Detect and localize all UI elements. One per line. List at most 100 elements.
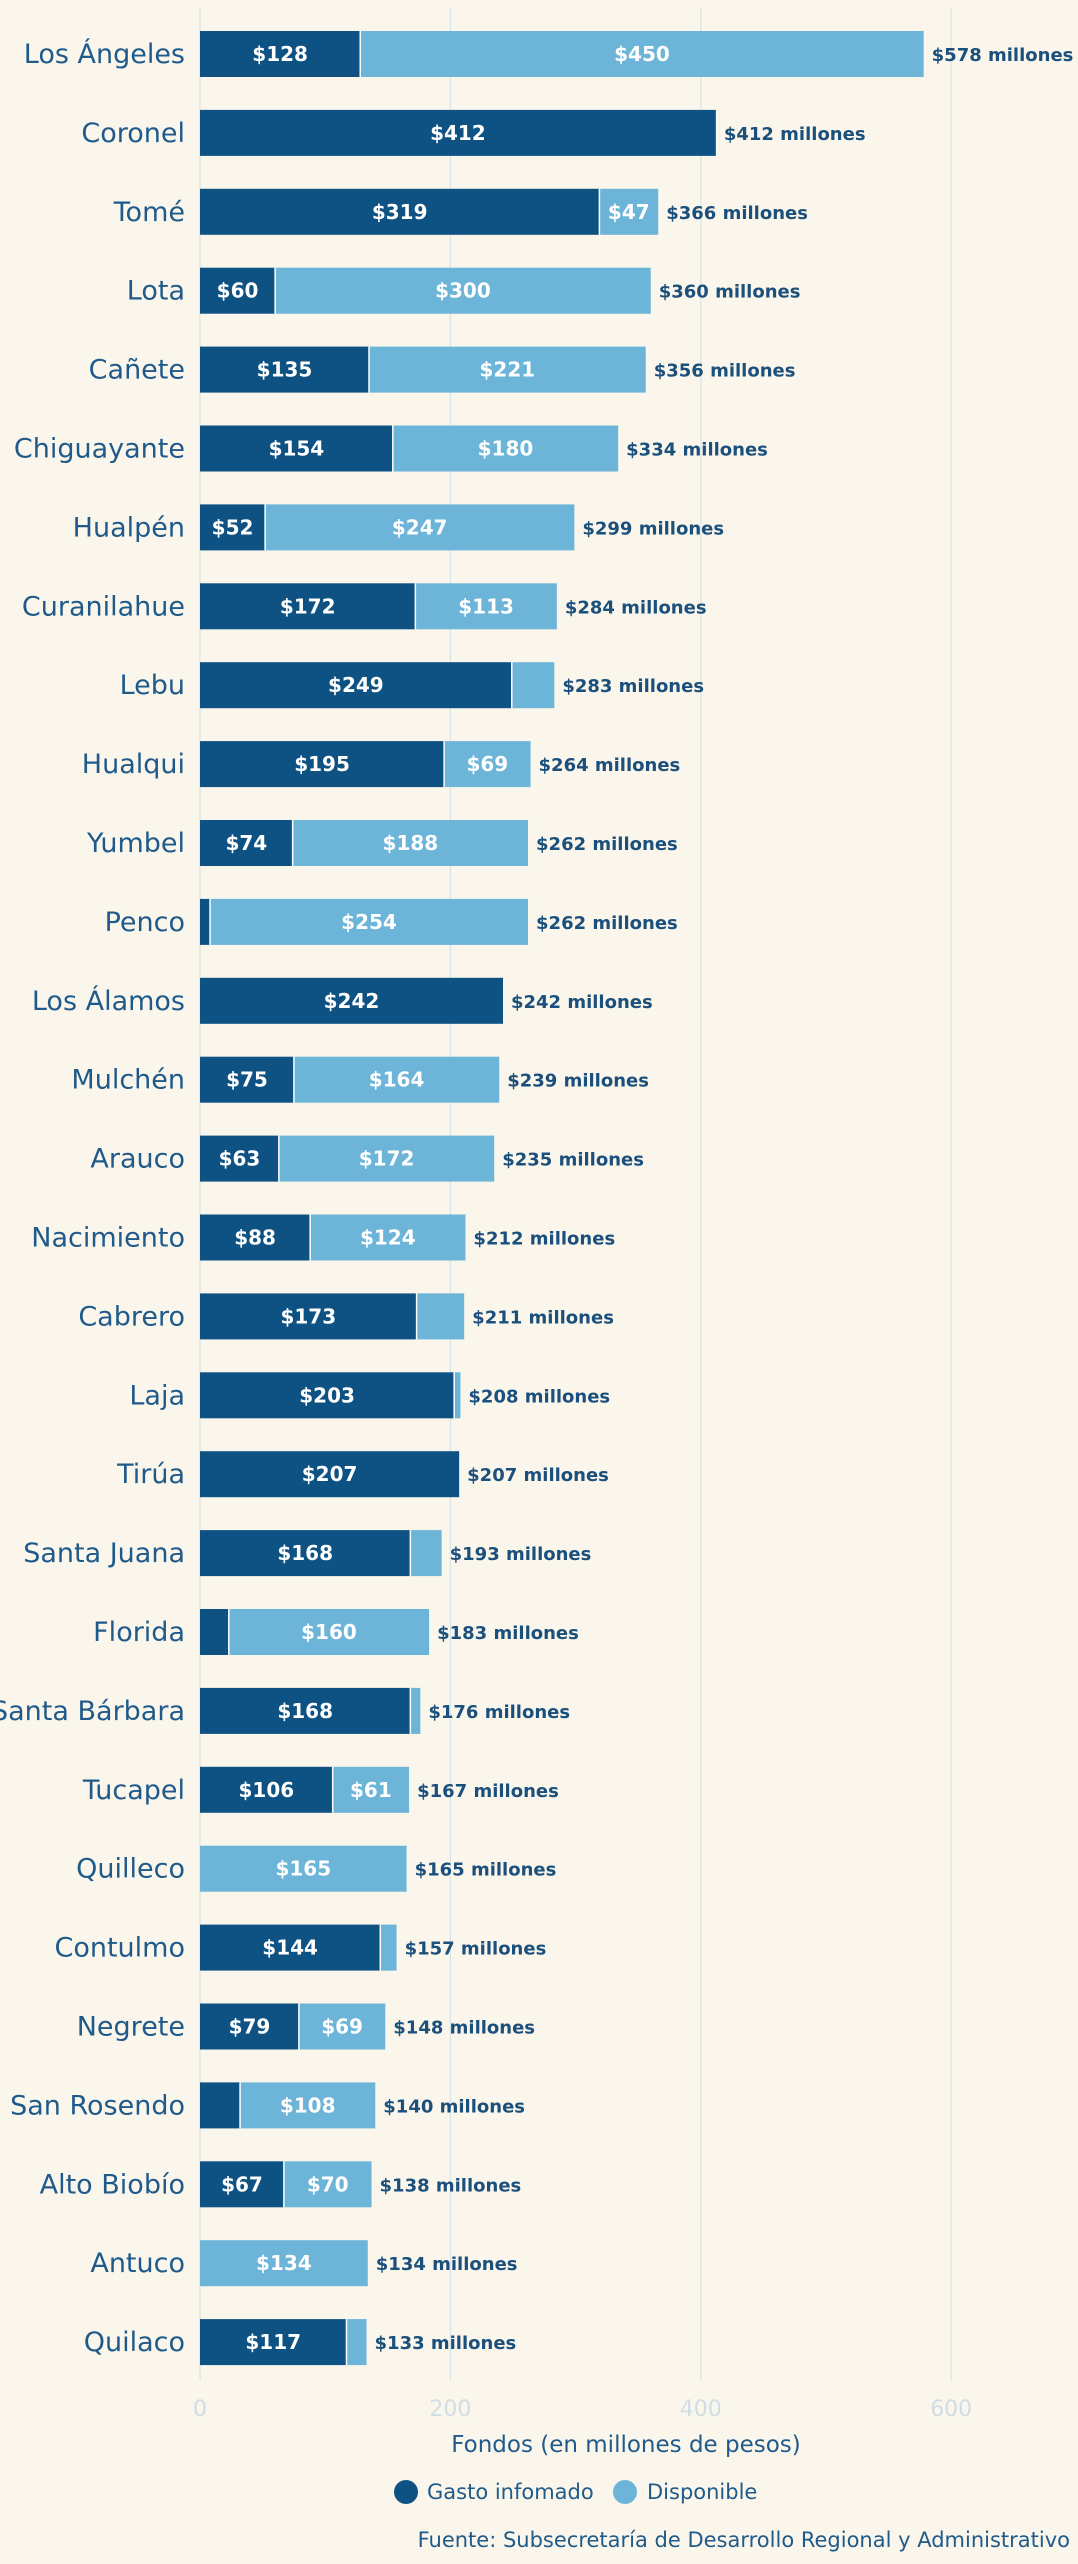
legend-label-gasto: Gasto infomado	[427, 2480, 594, 2504]
bar-value-label: $165	[275, 1857, 331, 1881]
bar-value-label: $450	[614, 42, 670, 66]
category-label: Los Ángeles	[24, 38, 185, 70]
bar-disponible	[292, 820, 529, 866]
bar-gasto	[200, 2319, 347, 2366]
category-label: Laja	[129, 1380, 185, 1411]
bar-gasto	[200, 31, 361, 77]
bar-disponible	[380, 1924, 397, 1971]
bar-disponible	[410, 1687, 421, 1734]
bar-disponible	[293, 1056, 500, 1103]
bar-disponible	[275, 267, 651, 314]
category-label: Tucapel	[82, 1775, 185, 1806]
bar-value-label: $300	[435, 279, 491, 303]
bar-gasto	[200, 1372, 455, 1419]
category-label: Nacimiento	[31, 1223, 185, 1254]
bar-total-label: $334 millones	[626, 440, 768, 461]
category-label: Yumbel	[86, 828, 185, 859]
bar-value-label: $113	[458, 594, 514, 618]
bar-total-label: $183 millones	[437, 1623, 579, 1644]
legend: Gasto infomado Disponible	[394, 2480, 757, 2504]
bar-value-label: $168	[277, 1699, 333, 1723]
bar-value-label: $172	[359, 1147, 415, 1171]
category-label: Lebu	[120, 670, 185, 701]
bar-disponible	[332, 1766, 410, 1813]
bar-value-label: $242	[324, 989, 380, 1013]
bar-gasto	[200, 1766, 333, 1813]
category-label: Quilleco	[76, 1854, 185, 1885]
bar-value-label: $69	[466, 752, 508, 776]
bar-total-label: $211 millones	[472, 1307, 614, 1328]
bar-gasto	[200, 346, 370, 393]
bar-value-label: $74	[225, 831, 267, 855]
bar-value-label: $70	[307, 2172, 349, 2196]
bar-value-label: $168	[277, 1541, 333, 1565]
bar-total-label: $360 millones	[659, 282, 801, 303]
bar-total-label: $264 millones	[539, 755, 681, 776]
bar-disponible	[240, 2082, 376, 2129]
category-label: Contulmo	[54, 1933, 185, 1964]
category-label: Hualqui	[82, 749, 185, 780]
bar-gasto	[200, 820, 293, 866]
bar-value-label: $180	[478, 437, 534, 461]
bar-value-label: $254	[341, 910, 397, 934]
bar-gasto	[200, 977, 503, 1024]
bar-value-label: $134	[256, 2251, 312, 2275]
grid-layer	[199, 8, 952, 2380]
bar-gasto	[200, 662, 512, 709]
category-label: Tomé	[113, 197, 185, 228]
bar-disponible	[200, 1845, 407, 1892]
category-label: Santa Bárbara	[0, 1696, 185, 1727]
category-label: Coronel	[81, 118, 185, 149]
bar-total-label: $176 millones	[428, 1702, 570, 1723]
bar-total-label: $140 millones	[383, 2096, 525, 2117]
bar-value-label: $247	[392, 515, 448, 539]
bar-value-label: $79	[229, 2015, 271, 2039]
bar-value-label: $207	[302, 1462, 358, 1486]
bar-disponible	[298, 2003, 386, 2050]
bar-gasto	[200, 898, 211, 945]
category-label: Mulchén	[71, 1065, 185, 1096]
bar-disponible	[454, 1372, 461, 1419]
bar-value-label: $75	[226, 1068, 268, 1092]
labels-layer: Los Ángeles $128 $450 $578 millones Coronel $…	[0, 38, 1073, 2358]
bar-total-label: $262 millones	[536, 834, 678, 855]
bar-gasto	[200, 1293, 417, 1340]
bar-total-label: $239 millones	[507, 1071, 649, 1092]
bar-value-label: $164	[369, 1068, 425, 1092]
bar-value-label: $69	[321, 2015, 363, 2039]
bar-disponible	[444, 741, 531, 788]
bar-total-label: $299 millones	[582, 518, 724, 539]
bar-gasto	[200, 741, 445, 788]
bar-value-label: $412	[430, 121, 486, 145]
legend-swatch-gasto	[394, 2480, 418, 2504]
bar-gasto	[200, 109, 716, 156]
bar-value-label: $52	[212, 515, 254, 539]
bar-disponible	[392, 425, 619, 472]
bar-total-label: $212 millones	[473, 1229, 615, 1250]
category-label: Penco	[105, 907, 185, 938]
bar-gasto	[200, 188, 600, 235]
bar-value-label: $47	[608, 200, 650, 224]
category-label: Cañete	[89, 355, 185, 386]
bar-value-label: $154	[269, 437, 325, 461]
bar-gasto	[200, 1609, 229, 1655]
bar-disponible	[265, 504, 575, 551]
bar-total-label: $208 millones	[468, 1386, 610, 1407]
category-label: Alto Biobío	[40, 2169, 185, 2200]
category-label: San Rosendo	[10, 2090, 185, 2121]
bar-disponible	[410, 1530, 442, 1577]
x-tick-label: 0	[193, 2397, 207, 2422]
bar-value-label: $117	[245, 2330, 301, 2354]
category-label: Chiguayante	[14, 434, 185, 465]
bar-gasto	[200, 1056, 294, 1103]
bar-value-label: $319	[372, 200, 428, 224]
bar-value-label: $173	[280, 1304, 336, 1328]
x-axis-title: Fondos (en millones de pesos)	[451, 2432, 801, 2458]
bar-value-label: $172	[280, 594, 336, 618]
bar-total-label: $235 millones	[502, 1150, 644, 1171]
category-label: Curanilahue	[22, 591, 185, 622]
bar-disponible	[511, 662, 555, 709]
category-label: Antuco	[90, 2248, 185, 2279]
bar-total-label: $148 millones	[393, 2018, 535, 2039]
bar-value-label: $144	[262, 1936, 318, 1960]
